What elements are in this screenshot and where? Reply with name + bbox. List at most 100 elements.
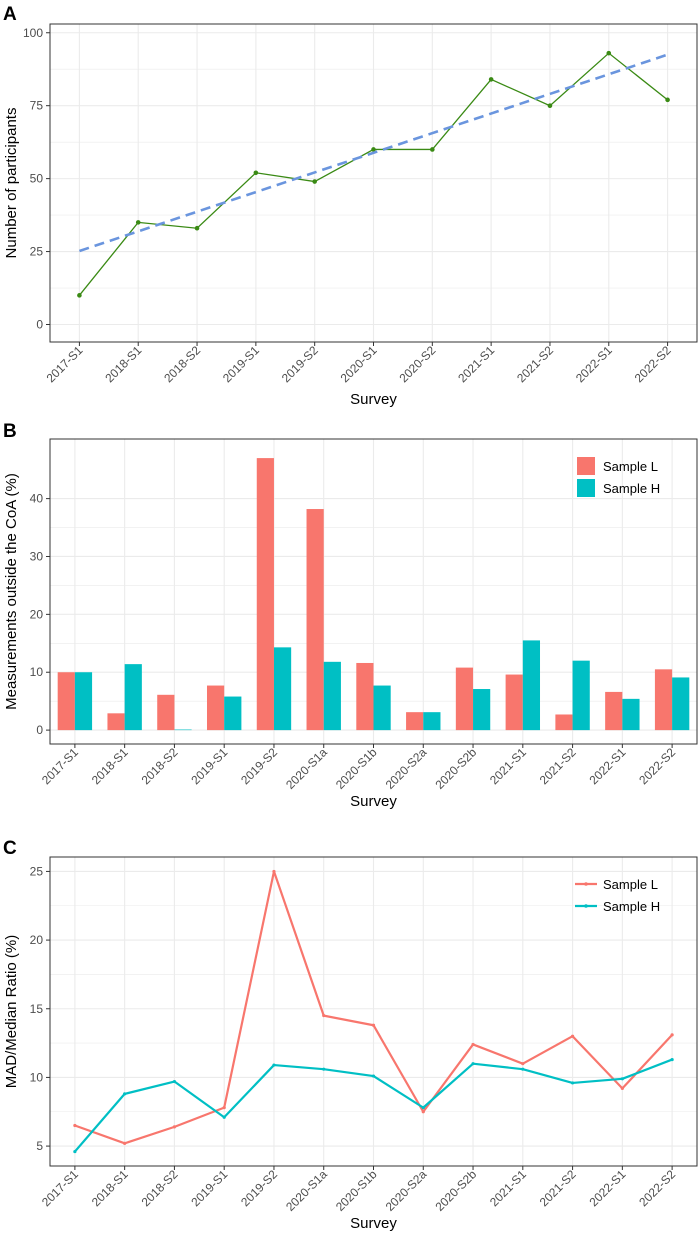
data-point — [222, 1106, 226, 1110]
bar-sample-l — [356, 662, 374, 731]
bar-sample-h — [373, 685, 391, 731]
data-point — [77, 293, 82, 298]
x-tick-label: 2020-S1 — [338, 343, 380, 385]
data-point — [123, 1092, 127, 1096]
y-tick-label: 5 — [36, 1139, 43, 1153]
bar-sample-l — [555, 714, 573, 731]
x-tick-label: 2022-S2 — [636, 1167, 678, 1209]
y-tick-label: 20 — [30, 933, 44, 947]
y-tick-label: 75 — [30, 99, 44, 113]
data-point — [570, 1034, 575, 1038]
x-tick-label: 2019-S1 — [220, 343, 262, 385]
bar-sample-h — [273, 647, 292, 731]
bar-sample-h — [323, 661, 341, 731]
data-point — [312, 179, 317, 184]
x-tick-label: 2018-S1 — [102, 343, 144, 385]
bar-sample-h — [74, 672, 93, 731]
y-tick-label: 0 — [36, 317, 43, 331]
y-tick-label: 25 — [30, 864, 44, 878]
bar-sample-l — [206, 685, 225, 731]
x-axis-title: Survey — [350, 793, 397, 810]
x-tick-label: 2020-S2a — [383, 1167, 430, 1214]
bar-sample-h — [473, 689, 491, 731]
bar-sample-h — [174, 729, 192, 731]
x-tick-label: 2020-S2b — [432, 1167, 479, 1214]
plot-frame — [49, 856, 698, 1167]
legend-label: Sample L — [603, 459, 658, 474]
data-point — [322, 1067, 326, 1071]
data-point — [371, 1023, 376, 1027]
x-tick-label: 2018-S2 — [161, 343, 203, 385]
data-point — [430, 147, 435, 152]
x-tick-label: 2020-S1b — [333, 1167, 380, 1214]
data-point — [123, 1141, 127, 1145]
data-point — [620, 1086, 624, 1091]
data-point — [73, 1123, 77, 1128]
data-point — [606, 50, 612, 56]
legend-label: Sample H — [603, 899, 660, 914]
x-tick-label: 2017-S1 — [39, 1167, 81, 1209]
data-point — [172, 1079, 177, 1084]
y-tick-label: 100 — [23, 26, 43, 40]
data-point — [521, 1067, 525, 1071]
x-tick-label: 2020-S2 — [396, 343, 438, 385]
x-axis-title: Survey — [350, 1215, 397, 1232]
data-point — [135, 220, 141, 225]
bar-sample-l — [455, 667, 474, 731]
x-tick-label: 2022-S2 — [632, 343, 674, 385]
data-point — [272, 1063, 276, 1067]
y-tick-label: 40 — [30, 492, 44, 506]
data-point — [322, 1014, 326, 1018]
trend-line — [78, 53, 669, 253]
x-tick-label: 2022-S1 — [586, 745, 628, 787]
data-point — [570, 1081, 575, 1085]
legend-label: Sample L — [603, 877, 658, 892]
bar-sample-l — [605, 691, 623, 731]
bar-sample-h — [522, 640, 541, 731]
x-axis-title: Survey — [350, 391, 397, 408]
bar-sample-l — [256, 458, 274, 731]
x-tick-label: 2020-S1b — [333, 745, 380, 792]
x-tick-label: 2022-S2 — [636, 745, 678, 787]
x-tick-label: 2021-S2 — [514, 343, 556, 385]
x-tick-label: 2022-S1 — [573, 343, 615, 385]
data-point — [73, 1149, 77, 1154]
panel-label: B — [3, 421, 17, 442]
x-tick-label: 2019-S2 — [238, 1167, 280, 1209]
bar-sample-l — [654, 669, 673, 731]
data-point — [421, 1106, 425, 1110]
legend-key — [577, 479, 595, 497]
x-tick-label: 2017-S1 — [44, 343, 86, 385]
bar-sample-l — [57, 672, 75, 731]
y-tick-label: 15 — [30, 1002, 44, 1016]
y-tick-label: 10 — [30, 665, 44, 679]
y-axis-title: MAD/Median Ratio (%) — [3, 935, 20, 1088]
y-tick-label: 10 — [30, 1070, 44, 1084]
bar-sample-l — [306, 509, 324, 731]
bar-sample-l — [107, 713, 125, 731]
y-tick-label: 0 — [36, 723, 43, 737]
data-point — [670, 1057, 674, 1062]
data-point — [488, 77, 494, 82]
x-tick-label: 2019-S1 — [188, 1167, 230, 1209]
bar-sample-h — [622, 698, 640, 731]
x-tick-label: 2021-S1 — [487, 1167, 529, 1209]
bar-sample-h — [224, 696, 242, 731]
bar-sample-h — [572, 660, 590, 731]
x-tick-label: 2021-S2 — [537, 745, 579, 787]
data-point — [547, 103, 553, 108]
bar-sample-h — [672, 677, 690, 731]
legend-label: Sample H — [603, 481, 660, 496]
y-axis-title: Number of participants — [3, 108, 20, 259]
y-axis-title: Measurements outside the CoA (%) — [3, 473, 20, 710]
legend-key-point — [584, 882, 588, 886]
y-tick-label: 20 — [30, 607, 44, 621]
data-point — [421, 1110, 425, 1114]
y-tick-label: 25 — [30, 245, 44, 259]
x-tick-label: 2018-S2 — [139, 745, 181, 787]
x-tick-label: 2019-S1 — [188, 745, 230, 787]
x-tick-label: 2019-S2 — [279, 343, 321, 385]
data-point — [471, 1062, 475, 1066]
x-tick-label: 2018-S2 — [139, 1167, 181, 1209]
